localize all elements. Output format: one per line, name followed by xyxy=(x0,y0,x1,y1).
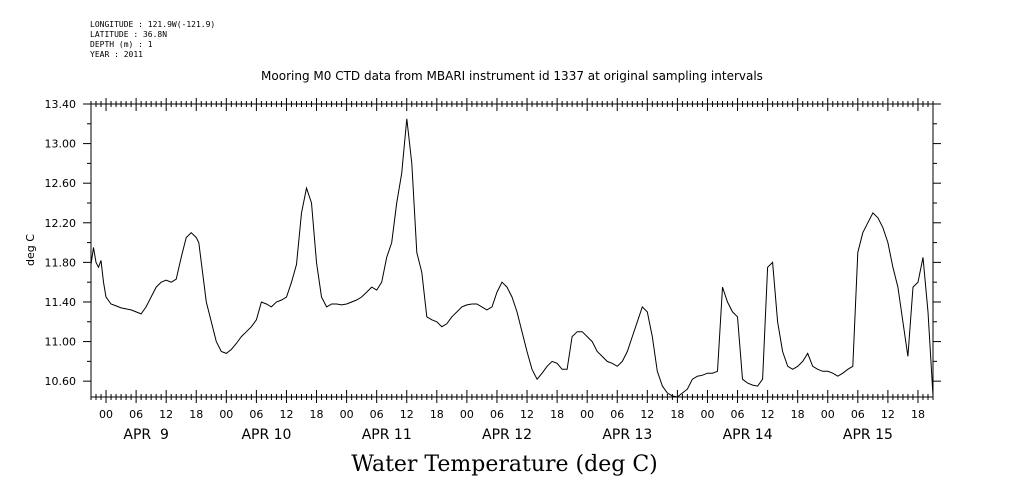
x-tick-label: 00 xyxy=(700,408,714,421)
x-day-label: APR 13 xyxy=(602,427,652,443)
ticks-layer xyxy=(83,98,941,403)
x-tick-label: 00 xyxy=(340,408,354,421)
y-tick-label: 11.40 xyxy=(45,296,77,309)
x-tick-labels: 00 06 12 18 00 06 12 18 00 06 12 18 00 06 12 18 00 06 12 18… xyxy=(99,408,925,421)
metadata-block: LONGITUDE : 121.9W(-121.9) LATITUDE : 36… xyxy=(90,20,215,60)
x-day-label: APR 9 xyxy=(123,427,169,443)
y-tick-label: 12.20 xyxy=(45,217,77,230)
x-tick-label: 12 xyxy=(279,408,293,421)
x-tick-label: 06 xyxy=(249,408,263,421)
x-tick-label: 00 xyxy=(99,408,113,421)
latitude-text: LATITUDE : 36.8N xyxy=(90,30,168,39)
chart-title: Mooring M0 CTD data from MBARI instrumen… xyxy=(261,69,763,83)
y-axis-label: deg C xyxy=(24,234,37,266)
x-tick-label: 18 xyxy=(189,408,203,421)
x-tick-label: 00 xyxy=(460,408,474,421)
x-day-label: APR 12 xyxy=(482,427,532,443)
x-day-label: APR 10 xyxy=(241,427,291,443)
x-tick-label: 00 xyxy=(219,408,233,421)
x-tick-label: 06 xyxy=(610,408,624,421)
x-tick-label: 12 xyxy=(400,408,414,421)
y-tick-labels: 13.40 13.00 12.60 12.20 11.80 11.40 11.00 10.60 xyxy=(45,98,77,388)
x-tick-label: 00 xyxy=(821,408,835,421)
x-tick-label: 12 xyxy=(159,408,173,421)
x-tick-label: 00 xyxy=(580,408,594,421)
plot-frame xyxy=(90,103,934,398)
x-tick-label: 18 xyxy=(911,408,925,421)
x-day-label: APR 15 xyxy=(843,427,893,443)
x-tick-label: 18 xyxy=(310,408,324,421)
x-tick-label: 12 xyxy=(881,408,895,421)
x-tick-label: 18 xyxy=(550,408,564,421)
x-tick-label: 06 xyxy=(490,408,504,421)
x-tick-label: 18 xyxy=(791,408,805,421)
y-tick-label: 12.60 xyxy=(45,177,77,190)
y-tick-label: 11.00 xyxy=(45,336,77,349)
x-tick-label: 12 xyxy=(520,408,534,421)
x-tick-label: 18 xyxy=(670,408,684,421)
depth-text: DEPTH (m) : 1 xyxy=(90,40,153,49)
x-tick-label: 12 xyxy=(640,408,654,421)
bottom-title: Water Temperature (deg C) xyxy=(351,452,658,477)
x-tick-label: 06 xyxy=(851,408,865,421)
year-text: YEAR : 2011 xyxy=(90,50,143,59)
x-day-label: APR 11 xyxy=(362,427,412,443)
x-tick-label: 06 xyxy=(370,408,384,421)
day-labels: APR 9 APR 10 APR 11 APR 12 APR 13 APR 14 APR 1… xyxy=(123,427,893,443)
y-tick-label: 13.40 xyxy=(45,98,77,111)
series-line-water-temperature xyxy=(90,118,934,398)
x-tick-label: 06 xyxy=(731,408,745,421)
y-tick-label: 10.60 xyxy=(45,375,77,388)
y-tick-label: 13.00 xyxy=(45,138,77,151)
x-tick-label: 06 xyxy=(129,408,143,421)
x-day-label: APR 14 xyxy=(723,427,773,443)
y-tick-label: 11.80 xyxy=(45,256,77,269)
x-tick-label: 12 xyxy=(761,408,775,421)
x-tick-label: 18 xyxy=(430,408,444,421)
longitude-text: LONGITUDE : 121.9W(-121.9) xyxy=(90,20,216,29)
